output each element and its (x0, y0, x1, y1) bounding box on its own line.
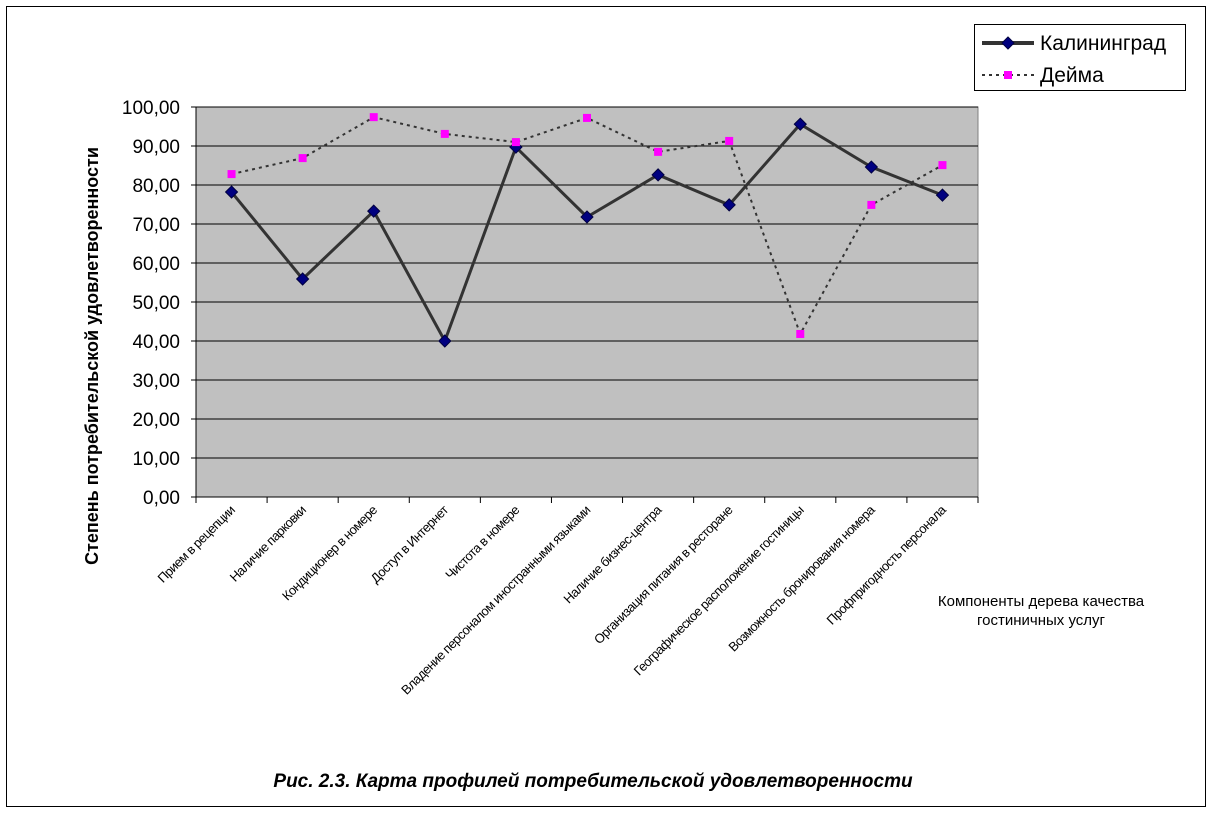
data-point-kaliningrad (580, 210, 594, 224)
data-point-deima (298, 154, 307, 163)
y-tick-label: 30,00 (132, 371, 180, 392)
data-point-deima (227, 170, 236, 179)
legend-marker-kaliningrad (1001, 36, 1015, 50)
legend-marker-deima (1004, 71, 1012, 79)
series-line-1 (231, 116, 943, 337)
data-point-deima (440, 129, 449, 138)
legend-label-deima: Дейма (1040, 64, 1104, 87)
data-point-kaliningrad (651, 168, 665, 182)
legend: Калининград Дейма (974, 24, 1186, 91)
legend-label-kaliningrad: Калининград (1040, 32, 1166, 55)
data-point-kaliningrad (722, 198, 736, 212)
y-tick-label: 10,00 (132, 449, 180, 470)
data-point-deima (867, 200, 876, 209)
data-point-kaliningrad (438, 334, 452, 348)
data-point-deima (654, 147, 663, 156)
x-axis-label-line2: гостиничных услуг (977, 612, 1106, 629)
data-point-deima (725, 136, 734, 145)
data-point-deima (511, 138, 520, 147)
data-point-kaliningrad (793, 117, 807, 131)
data-point-deima (796, 329, 805, 338)
y-tick-label: 40,00 (132, 332, 180, 353)
y-tick-label: 50,00 (132, 293, 180, 314)
y-tick-label: 80,00 (132, 176, 180, 197)
y-tick-label: 0,00 (143, 488, 180, 509)
y-tick-label: 20,00 (132, 410, 180, 431)
legend-box (974, 24, 1186, 91)
y-tick-label: 60,00 (132, 254, 180, 275)
data-point-kaliningrad (864, 160, 879, 174)
chart-title: Рис. 2.3. Карта профилей потребительской… (273, 771, 913, 792)
data-point-kaliningrad (295, 272, 310, 286)
data-point-deima (369, 113, 378, 122)
data-point-deima (583, 113, 591, 122)
y-tick-label: 100,00 (122, 98, 180, 119)
y-tick-label: 70,00 (132, 215, 180, 236)
y-axis-label: Степень потребительской удовлетворенност… (82, 147, 102, 565)
data-point-kaliningrad (224, 185, 239, 199)
x-axis-label-line1: Компоненты дерева качества (938, 593, 1145, 610)
y-tick-label: 90,00 (132, 137, 180, 158)
data-point-kaliningrad (367, 204, 381, 218)
data-point-deima (938, 161, 947, 170)
data-point-kaliningrad (935, 188, 950, 202)
